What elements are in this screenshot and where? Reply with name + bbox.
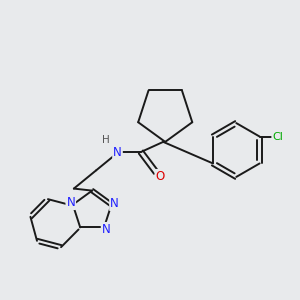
Text: N: N [113,146,122,158]
Text: N: N [66,196,75,209]
Text: O: O [155,170,165,183]
Text: N: N [110,197,119,210]
Text: H: H [103,135,110,145]
Text: N: N [102,223,110,236]
Text: Cl: Cl [272,131,283,142]
